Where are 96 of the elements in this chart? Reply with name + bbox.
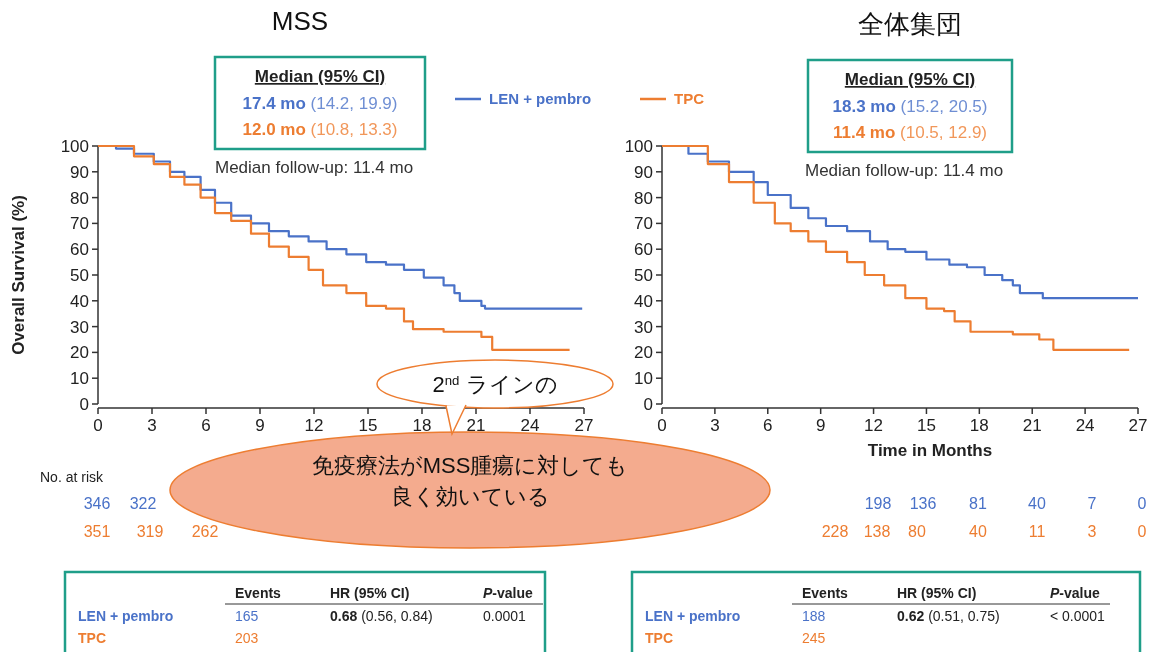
y-tick-label: 20 — [70, 343, 89, 363]
x-tick-label: 27 — [1128, 416, 1148, 435]
y-tick-label: 10 — [70, 369, 89, 389]
text: 138 — [863, 523, 891, 540]
y-tick-label: 70 — [634, 214, 653, 234]
y-tick-label: 50 — [634, 266, 653, 285]
text: 18.3 mo (15.2, 20.5) — [832, 97, 988, 116]
text: 0 — [1137, 495, 1147, 512]
text: 262 — [191, 523, 219, 540]
text: Median (95% CI) — [254, 67, 386, 86]
text: HR (95% CI) — [897, 585, 977, 601]
y-tick-label: 100 — [624, 137, 653, 156]
text: 11.4 mo (10.5, 12.9) — [832, 123, 988, 142]
text: Events — [235, 585, 282, 601]
text: P-value — [483, 585, 534, 601]
text: < 0.0001 — [1050, 608, 1106, 624]
text: 203 — [235, 630, 259, 646]
y-tick-label: 40 — [70, 291, 89, 311]
legend-label: LEN + pembro — [489, 90, 592, 107]
y-tick-label: 90 — [70, 162, 89, 182]
text: TPC — [645, 630, 673, 646]
text: 11 — [1028, 523, 1046, 540]
y-tick-label: 10 — [634, 369, 653, 389]
text: Events — [802, 585, 849, 601]
text: 80 — [908, 523, 926, 540]
y-tick-label: 60 — [70, 240, 89, 260]
y-tick-label: 30 — [634, 317, 653, 337]
text: 81 — [969, 495, 987, 512]
text: 0.0001 — [483, 608, 527, 624]
text: HR (95% CI) — [330, 585, 410, 601]
y-tick-label: 0 — [643, 395, 653, 414]
y-tick-label: 30 — [70, 317, 89, 337]
y-tick-label: 40 — [634, 291, 653, 311]
text: No. at risk — [40, 469, 105, 485]
y-axis-title: Overall Survival (%) — [9, 195, 28, 355]
chart-title: MSS — [271, 6, 329, 36]
text: LEN + pembro — [645, 608, 741, 624]
x-tick-label: 24 — [520, 416, 540, 435]
y-tick-label: 20 — [634, 343, 653, 363]
x-tick-label: 12 — [864, 416, 884, 435]
text: 7 — [1087, 495, 1097, 512]
text: 198 — [864, 495, 892, 512]
text: 17.4 mo (14.2, 19.9) — [242, 94, 398, 113]
text: 40 — [969, 523, 987, 540]
text: 319 — [136, 523, 164, 540]
annotation: Median follow-up: 11.4 mo — [805, 161, 1004, 180]
text: 0 — [1137, 523, 1147, 540]
annotation: 2$^{nd}$ ラインの — [432, 372, 558, 397]
chart-title: 全体集団 — [858, 9, 962, 39]
x-axis-title: Time in Months — [867, 441, 993, 460]
x-tick-label: 27 — [574, 416, 594, 435]
y-tick-label: 100 — [60, 137, 89, 156]
text: P-value — [1050, 585, 1101, 601]
annotation: Median follow-up: 11.4 mo — [215, 158, 414, 177]
x-tick-label: 21 — [466, 416, 486, 435]
x-tick-label: 3 — [147, 416, 157, 435]
x-tick-label: 6 — [201, 416, 211, 435]
x-tick-label: 9 — [815, 416, 826, 435]
text: 322 — [129, 495, 157, 512]
text: 245 — [802, 630, 826, 646]
x-tick-label: 15 — [916, 416, 936, 435]
text: 良く効いている — [390, 484, 550, 509]
text: 136 — [909, 495, 937, 512]
x-tick-label: 12 — [304, 416, 324, 435]
text: 3 — [1087, 523, 1097, 540]
text: 12.0 mo (10.8, 13.3) — [242, 120, 398, 139]
x-tick-label: 21 — [1022, 416, 1042, 435]
text: 346 — [83, 495, 111, 512]
text: 0.62 (0.51, 0.75) — [897, 608, 1000, 624]
text: 免疫療法がMSS腫瘍に対しても — [311, 453, 629, 478]
text: 165 — [235, 608, 259, 624]
y-tick-label: 70 — [70, 214, 89, 234]
text: 228 — [821, 523, 849, 540]
x-tick-label: 24 — [1075, 416, 1095, 435]
y-tick-label: 0 — [79, 395, 89, 414]
y-tick-label: 60 — [634, 240, 653, 260]
x-tick-label: 18 — [412, 416, 432, 435]
y-tick-label: 50 — [70, 266, 89, 285]
x-tick-label: 18 — [969, 416, 989, 435]
legend-label: TPC — [674, 90, 705, 107]
x-tick-label: 9 — [255, 416, 265, 435]
text: Median (95% CI) — [844, 70, 976, 89]
text: 188 — [802, 608, 826, 624]
x-tick-label: 0 — [657, 416, 667, 435]
text: 0.68 (0.56, 0.84) — [330, 608, 433, 624]
y-tick-label: 80 — [634, 188, 653, 208]
text: 40 — [1028, 495, 1046, 512]
x-tick-label: 6 — [763, 416, 773, 435]
text: TPC — [78, 630, 106, 646]
text: 351 — [83, 523, 111, 540]
x-tick-label: 3 — [710, 416, 720, 435]
text: LEN + pembro — [78, 608, 174, 624]
y-tick-label: 90 — [634, 162, 653, 182]
x-tick-label: 15 — [358, 416, 378, 435]
x-tick-label: 0 — [93, 416, 103, 435]
y-tick-label: 80 — [70, 188, 89, 208]
